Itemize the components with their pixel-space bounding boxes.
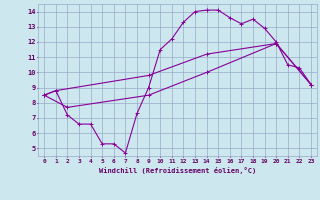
X-axis label: Windchill (Refroidissement éolien,°C): Windchill (Refroidissement éolien,°C) (99, 167, 256, 174)
